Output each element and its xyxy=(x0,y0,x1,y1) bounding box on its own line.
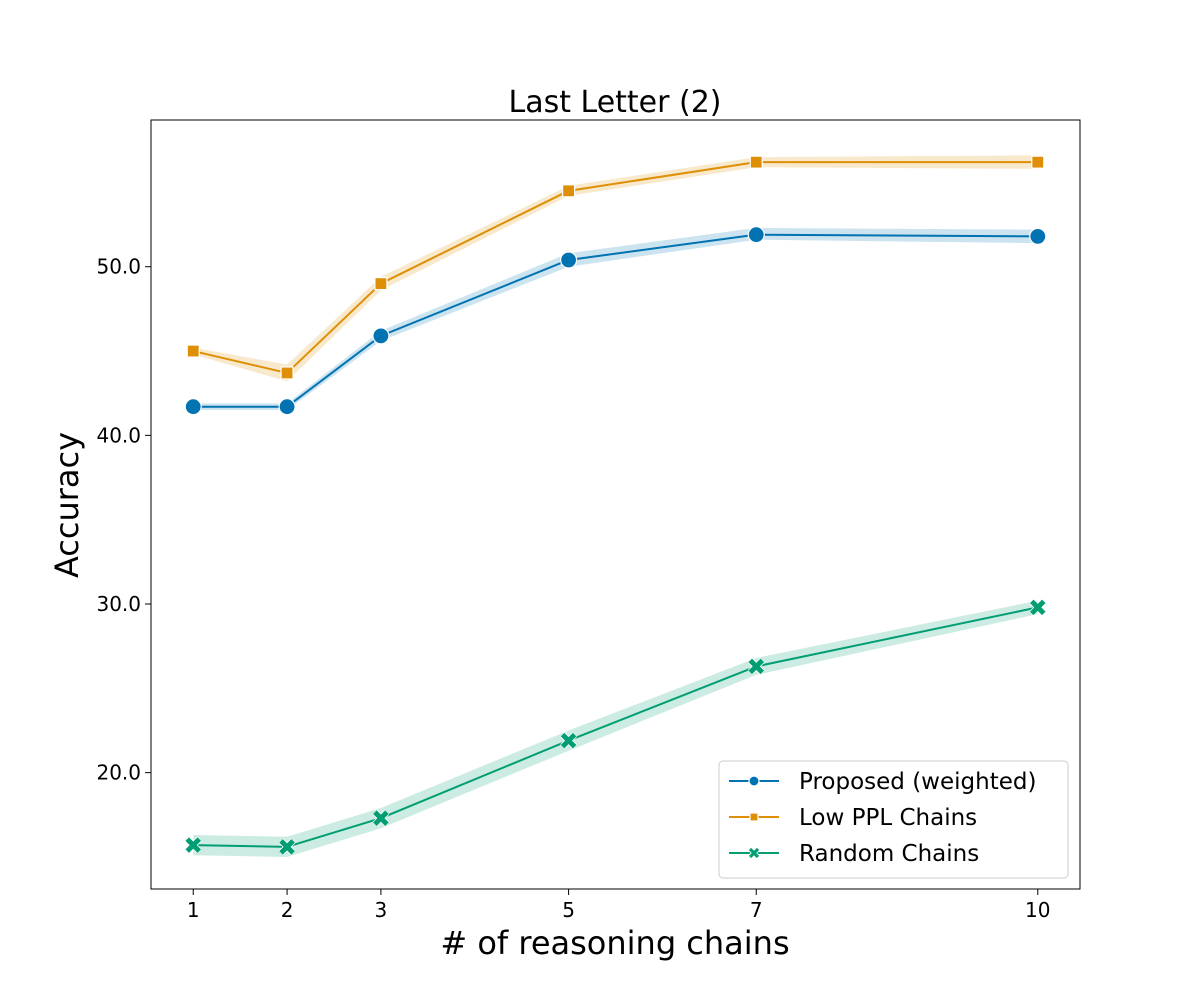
data-point-s2-1-stroke xyxy=(279,839,295,855)
data-point-s0-2 xyxy=(372,327,390,345)
confidence-band-2 xyxy=(193,600,1038,857)
x-tick-label-3: 5 xyxy=(562,898,575,922)
plot-frame xyxy=(150,119,1081,890)
data-point-s2-4-stroke xyxy=(748,658,765,675)
legend-entry-1: Low PPL Chains xyxy=(729,805,977,831)
legend-entry-2: Random Chains xyxy=(729,841,979,867)
y-tick-label-0: 20.0 xyxy=(96,761,141,785)
data-point-s2-3-stroke xyxy=(560,732,577,749)
data-point-s0-1 xyxy=(278,398,296,416)
y-tick-label-1: 30.0 xyxy=(96,592,141,616)
data-point-s2-5 xyxy=(1029,599,1047,616)
legend-marker-2 xyxy=(748,847,760,859)
plot-area: 1 2 3 5 7 10 20.0 30.0 40.0 50.0 Proposed (weighte… xyxy=(96,119,1081,922)
data-point-s1-4 xyxy=(749,155,763,169)
data-point-s2-4 xyxy=(747,658,765,675)
data-point-s0-0 xyxy=(184,398,202,416)
data-point-s1-3 xyxy=(561,184,576,198)
data-point-s2-2 xyxy=(372,809,390,827)
x-tick-label-2: 3 xyxy=(375,898,388,922)
y-tick-label-2: 40.0 xyxy=(96,423,141,447)
data-point-s0-5 xyxy=(1029,227,1047,245)
x-axis-label: # of reasoning chains xyxy=(440,924,789,962)
chart-title: Last Letter (2) xyxy=(508,85,721,120)
data-point-s2-3 xyxy=(560,732,577,749)
legend-entry-0: Proposed (weighted) xyxy=(729,769,1036,795)
legend-label-1: Low PPL Chains xyxy=(799,805,977,831)
data-point-s2-0 xyxy=(184,836,202,854)
data-point-s0-3 xyxy=(559,251,578,269)
x-tick-label-1: 2 xyxy=(281,898,294,922)
legend-marker-1 xyxy=(749,812,759,822)
x-tick-label-0: 1 xyxy=(187,898,200,922)
legend-marker-2-stroke xyxy=(748,847,760,859)
data-point-s1-2 xyxy=(374,276,388,291)
y-tick-label-3: 50.0 xyxy=(96,255,141,279)
data-point-s1-1 xyxy=(280,366,294,380)
x-tick-label-5: 10 xyxy=(1025,898,1050,922)
y-axis-label: Accuracy xyxy=(48,432,86,578)
legend-label-0: Proposed (weighted) xyxy=(799,769,1036,795)
data-point-s2-0-stroke xyxy=(185,837,201,853)
data-point-s1-5 xyxy=(1031,155,1045,169)
legend: Proposed (weighted) Low PPL Chains Random … xyxy=(718,760,1069,879)
data-point-s2-1 xyxy=(278,838,296,856)
legend-marker-0 xyxy=(748,775,760,787)
data-point-s2-2-stroke xyxy=(373,810,389,826)
data-point-s0-4 xyxy=(747,226,765,244)
series-line-0 xyxy=(193,233,1038,408)
legend-label-2: Random Chains xyxy=(799,841,979,867)
series-line-1 xyxy=(192,161,1038,374)
data-point-s1-0 xyxy=(186,344,200,358)
data-point-s2-5-stroke xyxy=(1030,599,1046,616)
legend-box xyxy=(718,760,1069,879)
series-line-2 xyxy=(193,606,1038,848)
x-tick-label-4: 7 xyxy=(750,898,763,922)
